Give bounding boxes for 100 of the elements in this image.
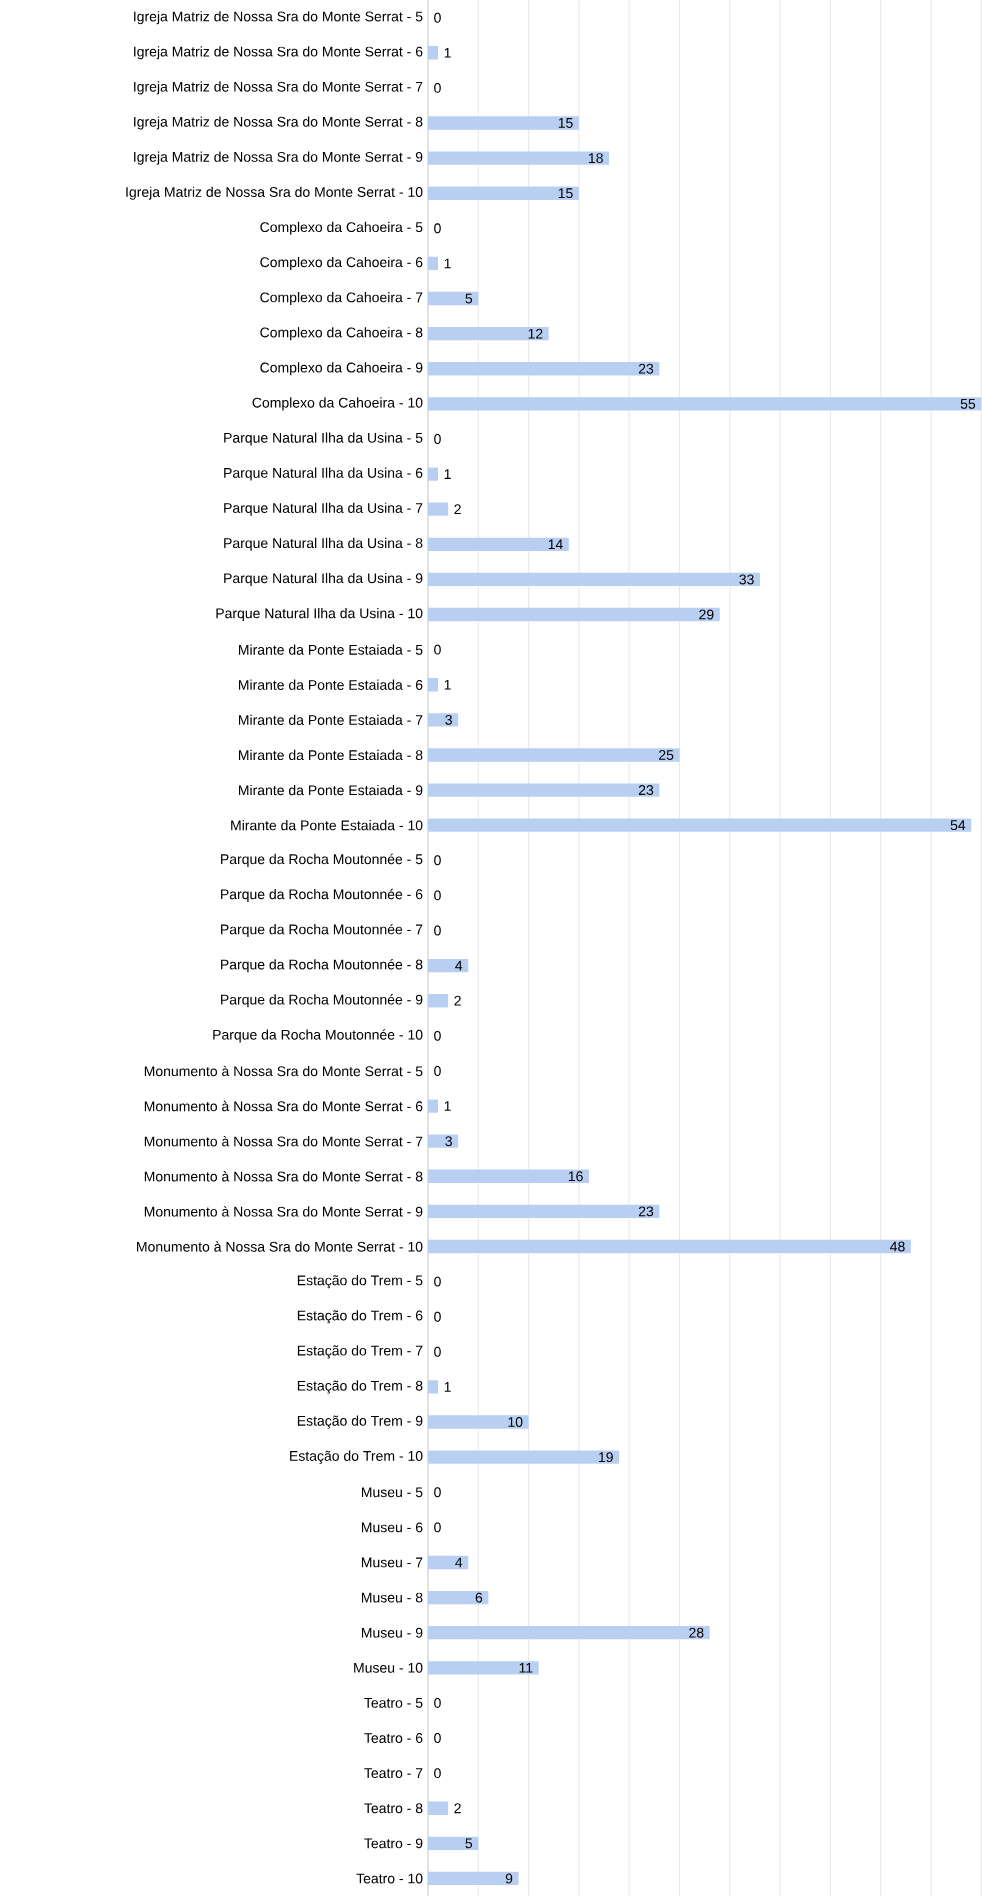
data-label: 1 (444, 47, 451, 58)
y-tick-label: Teatro - 6 (364, 1733, 423, 1743)
y-tick-label: Mirante da Ponte Estaiada - 9 (238, 784, 423, 796)
bar (427, 1661, 539, 1675)
y-tick-label: Monumento à Nossa Sra do Monte Serrat - 8 (144, 1171, 423, 1182)
bar (427, 678, 439, 692)
bar (427, 502, 449, 516)
data-label: 0 (434, 1346, 441, 1357)
bar (427, 1380, 439, 1394)
bar (427, 186, 579, 200)
bar (427, 467, 439, 481)
bar (427, 783, 660, 797)
data-label: 14 (548, 539, 563, 550)
y-tick-label: Museu - 6 (361, 1522, 423, 1533)
bar (427, 537, 569, 551)
bar (427, 1239, 911, 1254)
y-tick-label: Estação do Trem - 9 (297, 1415, 423, 1429)
data-label: 0 (434, 1487, 441, 1498)
bar (427, 397, 982, 411)
y-tick-label: Estação do Trem - 7 (297, 1345, 423, 1359)
data-label: 0 (434, 855, 441, 866)
y-tick-label: Parque Natural Ilha da Usina - 10 (216, 608, 423, 622)
data-label: 1 (444, 258, 451, 269)
y-tick-label: Teatro - 5 (364, 1698, 423, 1708)
data-label: 1 (444, 1101, 451, 1111)
y-tick-label: Parque da Rocha Moutonnée - 7 (221, 923, 423, 938)
data-label: 0 (434, 1697, 441, 1708)
y-tick-label: Mirante da Ponte Estaiada - 5 (238, 644, 423, 655)
y-tick-label: Igreja Matriz de Nossa Sra do Monte Serrat - 7 (134, 81, 423, 95)
data-label: 0 (434, 1733, 441, 1743)
y-tick-label: Complexo da Cahoeira - 7 (260, 292, 423, 306)
data-label: 2 (454, 995, 461, 1006)
y-tick-label: Parque Natural Ilha da Usina - 9 (224, 572, 423, 586)
data-label: 25 (659, 750, 674, 760)
data-label: 0 (434, 1522, 441, 1533)
data-label: 0 (434, 1311, 441, 1322)
bar (427, 46, 439, 60)
y-tick-label: Teatro - 10 (356, 1873, 423, 1884)
data-label: 5 (465, 293, 473, 304)
data-label: 54 (950, 820, 966, 831)
y-tick-label: Complexo da Cahoeira - 5 (260, 221, 423, 235)
y-tick-label: Estação do Trem - 5 (297, 1275, 423, 1289)
y-tick-label: Estação do Trem - 10 (290, 1450, 423, 1464)
y-tick-label: Complexo da Cahoeira - 6 (260, 256, 423, 270)
y-tick-label: Mirante da Ponte Estaiada - 10 (231, 820, 423, 831)
bar (427, 607, 720, 622)
y-tick-label: Monumento à Nossa Sra do Monte Serrat - 9 (144, 1206, 423, 1217)
y-tick-label: Complexo da Cahoeira - 9 (260, 362, 423, 376)
data-label: 23 (638, 363, 654, 374)
y-tick-label: Parque da Rocha Moutonnée - 5 (221, 853, 423, 867)
data-label: 0 (434, 1768, 441, 1779)
data-label: 15 (558, 188, 573, 199)
y-tick-label: Teatro - 8 (364, 1803, 423, 1814)
y-tick-label: Teatro - 9 (364, 1838, 423, 1849)
data-label: 15 (558, 118, 573, 128)
bar (427, 1134, 459, 1148)
bar (427, 748, 680, 762)
bar (427, 151, 610, 165)
bar (427, 994, 449, 1008)
data-label: 4 (455, 960, 463, 971)
y-tick-label: Igreja Matriz de Nossa Sra do Monte Serrat - 8 (134, 116, 423, 130)
y-tick-label: Museu - 10 (354, 1662, 423, 1673)
y-tick-label: Igreja Matriz de Nossa Sra do Monte Serrat - 9 (134, 151, 423, 165)
data-label: 2 (454, 1803, 461, 1814)
y-tick-label: Monumento à Nossa Sra do Monte Serrat - 5 (144, 1065, 423, 1077)
y-tick-label: Parque da Rocha Moutonnée - 8 (221, 959, 423, 973)
data-label: 23 (638, 1206, 654, 1217)
y-tick-label: Parque da Rocha Moutonnée - 6 (221, 888, 423, 902)
data-label: 5 (465, 1838, 473, 1849)
bar (427, 1450, 620, 1464)
data-label: 2 (454, 504, 461, 515)
data-label: 0 (434, 1276, 441, 1287)
data-label: 19 (599, 1452, 613, 1463)
data-label: 4 (455, 1557, 463, 1568)
data-label: 0 (434, 223, 441, 234)
y-tick-label: Museu - 5 (361, 1487, 423, 1498)
y-tick-label: Estação do Trem - 8 (297, 1380, 423, 1394)
data-label: 18 (588, 153, 603, 164)
data-label: 33 (739, 574, 754, 585)
data-label: 9 (505, 1873, 513, 1884)
data-label: 1 (444, 469, 451, 479)
bar (427, 1801, 449, 1815)
data-label: 16 (568, 1171, 583, 1182)
bar (427, 1555, 469, 1570)
data-label: 0 (434, 925, 441, 936)
data-label: 0 (434, 1030, 441, 1041)
data-label: 0 (434, 434, 441, 444)
data-label: 10 (508, 1417, 523, 1427)
y-tick-label: Igreja Matriz de Nossa Sra do Monte Serrat - 10 (126, 186, 423, 200)
y-tick-label: Monumento à Nossa Sra do Monte Serrat - 7 (144, 1135, 423, 1147)
y-tick-label: Monumento à Nossa Sra do Monte Serrat - 6 (144, 1100, 423, 1112)
bar (427, 713, 459, 727)
data-label: 0 (434, 644, 441, 655)
y-tick-label: Parque da Rocha Moutonnée - 9 (221, 994, 423, 1008)
bar (427, 256, 439, 271)
y-tick-label: Parque Natural Ilha da Usina - 8 (224, 537, 423, 551)
data-label: 28 (689, 1627, 704, 1638)
y-tick-label: Teatro - 7 (364, 1768, 423, 1779)
data-label: 0 (434, 890, 441, 901)
y-tick-label: Igreja Matriz de Nossa Sra do Monte Serrat - 5 (134, 11, 423, 25)
